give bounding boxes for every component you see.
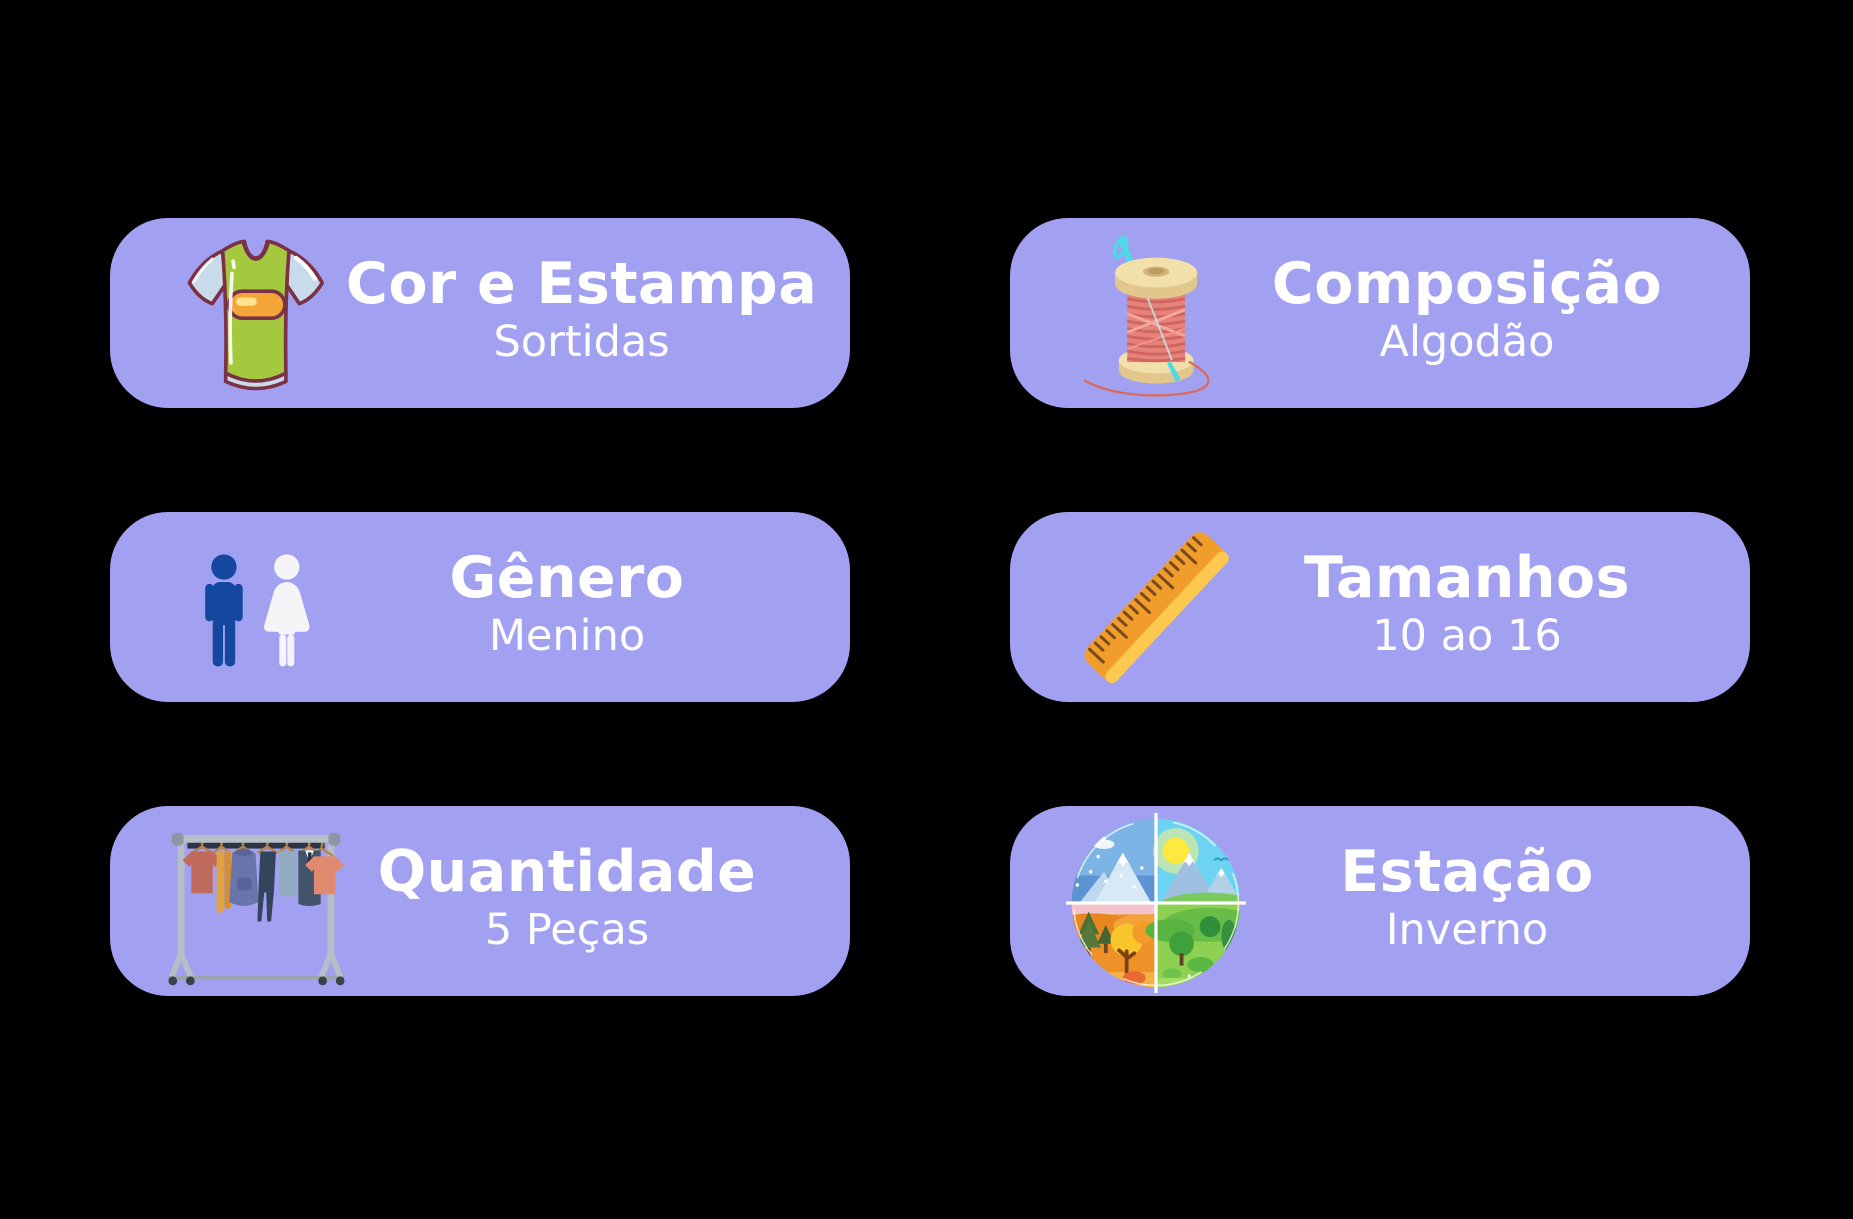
card-value: 10 ao 16 [1372, 611, 1562, 662]
card-composicao: Composição Algodão [1010, 218, 1750, 408]
card-tamanhos: Tamanhos 10 ao 16 [1010, 512, 1750, 702]
card-text: Cor e Estampa Sortidas [346, 250, 879, 368]
card-cor-e-estampa: Cor e Estampa Sortidas [110, 218, 850, 408]
card-text: Quantidade 5 Peças [346, 838, 850, 956]
attribute-cards-grid: Cor e Estampa Sortidas [110, 218, 1750, 996]
thread-spool-icon [1066, 218, 1246, 408]
card-text: Estação Inverno [1246, 838, 1750, 956]
card-value: Menino [488, 611, 646, 662]
clothes-rack-icon [166, 806, 346, 996]
card-text: Gênero Menino [346, 544, 850, 662]
card-text: Tamanhos 10 ao 16 [1246, 544, 1750, 662]
card-title: Cor e Estampa [346, 250, 818, 317]
card-value: 5 Peças [484, 905, 650, 956]
four-seasons-icon [1066, 806, 1246, 996]
tshirt-icon [166, 218, 346, 408]
card-value: Algodão [1379, 317, 1555, 368]
ruler-icon [1066, 512, 1246, 702]
gender-figures-icon [166, 512, 346, 702]
card-title: Quantidade [377, 838, 757, 905]
card-title: Tamanhos [1303, 544, 1631, 611]
card-title: Estação [1340, 838, 1594, 905]
card-text: Composição Algodão [1246, 250, 1750, 368]
card-title: Gênero [449, 544, 685, 611]
card-title: Composição [1271, 250, 1663, 317]
card-genero: Gênero Menino [110, 512, 850, 702]
card-quantidade: Quantidade 5 Peças [110, 806, 850, 996]
card-value: Sortidas [493, 317, 670, 368]
card-value: Inverno [1385, 905, 1549, 956]
card-estacao: Estação Inverno [1010, 806, 1750, 996]
